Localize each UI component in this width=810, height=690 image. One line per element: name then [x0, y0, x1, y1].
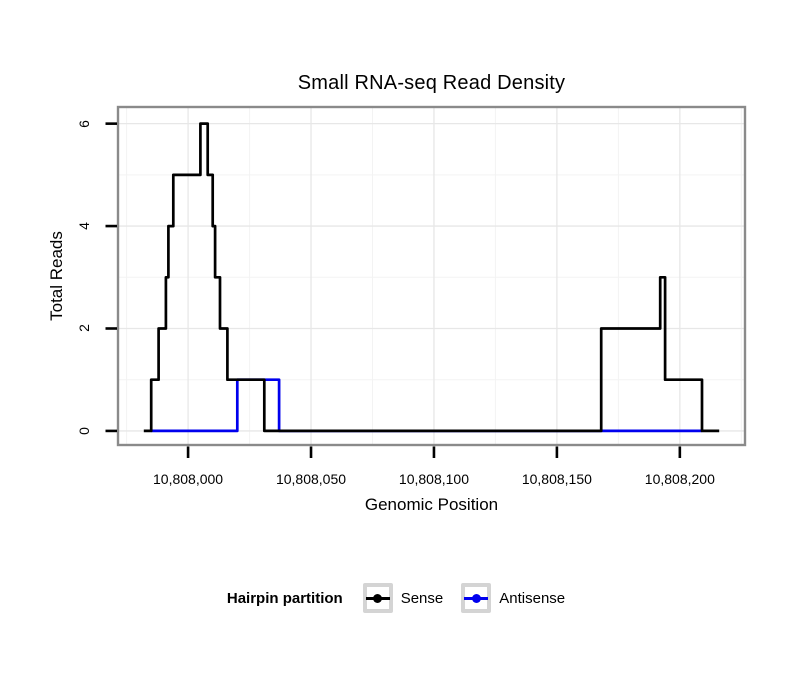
- legend: Hairpin partition Sense Antisense: [0, 583, 810, 613]
- y-axis-title: Total Reads: [47, 231, 66, 321]
- panel-border: [116, 105, 747, 447]
- legend-key-sense: [362, 583, 393, 613]
- legend-title: Hairpin partition: [226, 589, 343, 607]
- legend-key-dot: [373, 593, 383, 603]
- x-tick-label: 10,808,200: [644, 471, 715, 487]
- y-tick-label: 2: [76, 324, 92, 333]
- x-tick-label: 10,808,050: [275, 471, 347, 487]
- legend-label: Sense: [400, 589, 444, 607]
- x-tick-label: 10,808,100: [398, 471, 469, 487]
- legend-key-dot: [471, 593, 481, 603]
- y-tick-label: 6: [76, 119, 92, 128]
- plot-panel: [118, 107, 745, 445]
- chart-title: Small RNA-seq Read Density: [297, 72, 566, 94]
- y-tick-label: 0: [76, 427, 92, 435]
- x-axis-title: Genomic Position: [364, 495, 499, 514]
- legend-key-antisense: [461, 583, 492, 613]
- legend-entries: Sense Antisense: [362, 583, 583, 613]
- x-tick-label: 10,808,150: [521, 471, 592, 487]
- legend-label: Antisense: [499, 589, 566, 607]
- series-line-sense: [143, 122, 720, 433]
- x-tick-label: 10,808,000: [153, 471, 224, 487]
- y-tick-label: 4: [76, 222, 92, 230]
